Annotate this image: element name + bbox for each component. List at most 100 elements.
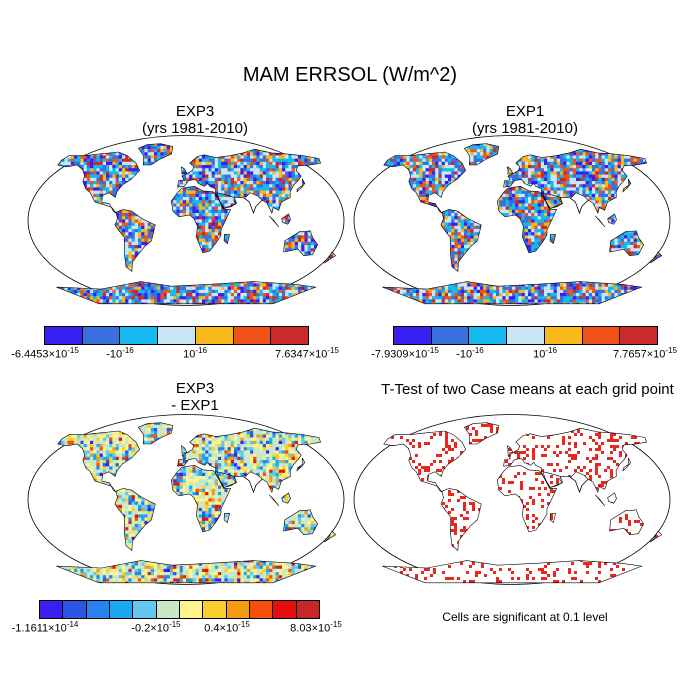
colorbar-swatch (179, 601, 204, 618)
coastline (180, 445, 188, 454)
panel-3-title-line1: EXP3 (60, 380, 330, 397)
colorbar-exp1-tick-neg: -10-16 (456, 346, 483, 361)
coastline (114, 209, 156, 272)
coastline (649, 530, 663, 543)
colorbar-exp3-tick-pos: 10-16 (183, 346, 207, 361)
colorbar-swatch (195, 327, 234, 344)
colorbar-exp3-tick-max: 7.6347×10-15 (275, 346, 339, 361)
coastline (496, 464, 558, 533)
colorbar-diff-tick-pos: 0.4×10-15 (204, 620, 250, 635)
colorbar-swatch (109, 601, 134, 618)
coastline (503, 427, 648, 493)
colorbar-swatch (133, 601, 157, 618)
map-panel-exp3 (26, 133, 346, 308)
colorbar-exp1-tick-max: 7.7657×10-15 (613, 346, 677, 361)
coastline (216, 471, 237, 488)
coastline (244, 471, 263, 493)
coastline (177, 427, 322, 493)
panel-2-title-line1: EXP1 (390, 103, 660, 120)
colorbar-diff-tick-max: 8.03×10-15 (290, 620, 342, 635)
coastline (570, 471, 589, 493)
colorbar-swatch (226, 601, 250, 618)
colorbar-exp3 (44, 326, 309, 345)
coastline (382, 560, 643, 584)
coastline (137, 422, 174, 445)
map-panel-ttest (352, 412, 672, 587)
coastline (177, 148, 322, 214)
colorbar-swatch (203, 601, 227, 618)
coastline (56, 281, 317, 305)
coastline (622, 178, 632, 193)
map-svg (353, 414, 671, 585)
coastline (463, 422, 500, 445)
coastline (323, 530, 337, 543)
coastline (609, 509, 645, 536)
panel-4-title: T-Test of two Case means at each grid po… (355, 381, 700, 398)
coastline (383, 430, 467, 493)
colorbar-swatch (45, 327, 83, 344)
coastline (542, 471, 563, 488)
colorbar-swatch (120, 327, 159, 344)
colorbar-swatch (296, 601, 319, 618)
coastline (649, 251, 663, 264)
coastline (114, 488, 156, 551)
colorbar-diff-tick-min: -1.1611×10-14 (12, 620, 79, 635)
map-svg (27, 414, 345, 585)
colorbar-swatch (63, 601, 87, 618)
coastline (440, 488, 482, 551)
coastline (570, 192, 589, 214)
coastline (503, 148, 648, 214)
colorbar-swatch (233, 327, 272, 344)
panel-3-title: EXP3 - EXP1 (60, 380, 330, 414)
coastline (382, 281, 643, 305)
coastline (440, 209, 482, 272)
colorbar-exp3-tick-min: -6.4453×10-15 (11, 346, 79, 361)
coastline (57, 430, 141, 493)
colorbar-swatch (582, 327, 621, 344)
panel-3-title-line2: - EXP1 (60, 397, 330, 414)
coastline (506, 445, 514, 454)
coastline (383, 151, 467, 214)
colorbar-difference (39, 600, 320, 619)
colorbar-swatch (82, 327, 121, 344)
coastline (283, 509, 319, 536)
map-svg (353, 135, 671, 306)
colorbar-swatch (158, 327, 196, 344)
coastline (609, 230, 645, 257)
panel-1-title-line1: EXP3 (60, 103, 330, 120)
map-svg (27, 135, 345, 306)
coastline (170, 464, 232, 533)
coastline (281, 492, 291, 504)
coastline (549, 234, 556, 245)
map-panel-exp1 (352, 133, 672, 308)
coastline (549, 513, 556, 524)
map-panel-difference (26, 412, 346, 587)
coastline (223, 234, 230, 245)
colorbar-exp1-tick-pos: 10-16 (533, 346, 557, 361)
colorbar-swatch (249, 601, 274, 618)
coastline (170, 185, 232, 254)
coastline (463, 143, 500, 166)
panel-2-title: EXP1 (yrs 1981-2010) (390, 103, 660, 137)
colorbar-exp1 (393, 326, 658, 345)
colorbar-diff-tick-neg: -0.2×10-15 (131, 620, 180, 635)
coastline (244, 192, 263, 214)
colorbar-swatch (620, 327, 658, 344)
colorbar-swatch (507, 327, 545, 344)
coastline (607, 213, 617, 225)
colorbar-swatch (273, 601, 297, 618)
colorbar-swatch (40, 601, 64, 618)
coastline (180, 166, 188, 175)
coastline (296, 457, 306, 472)
coastline (323, 251, 337, 264)
figure-title: MAM ERRSOL (W/m^2) (0, 64, 700, 87)
coastline (595, 494, 606, 507)
colorbar-exp1-tick-min: -7.9309×10-15 (371, 346, 439, 361)
coastline (223, 513, 230, 524)
panel-4-title-line1: T-Test of two Case means at each grid po… (355, 381, 700, 398)
coastline (137, 143, 174, 166)
coastline (595, 215, 606, 228)
colorbar-swatch (271, 327, 309, 344)
panel-1-title: EXP3 (yrs 1981-2010) (60, 103, 330, 137)
coastline (622, 457, 632, 472)
